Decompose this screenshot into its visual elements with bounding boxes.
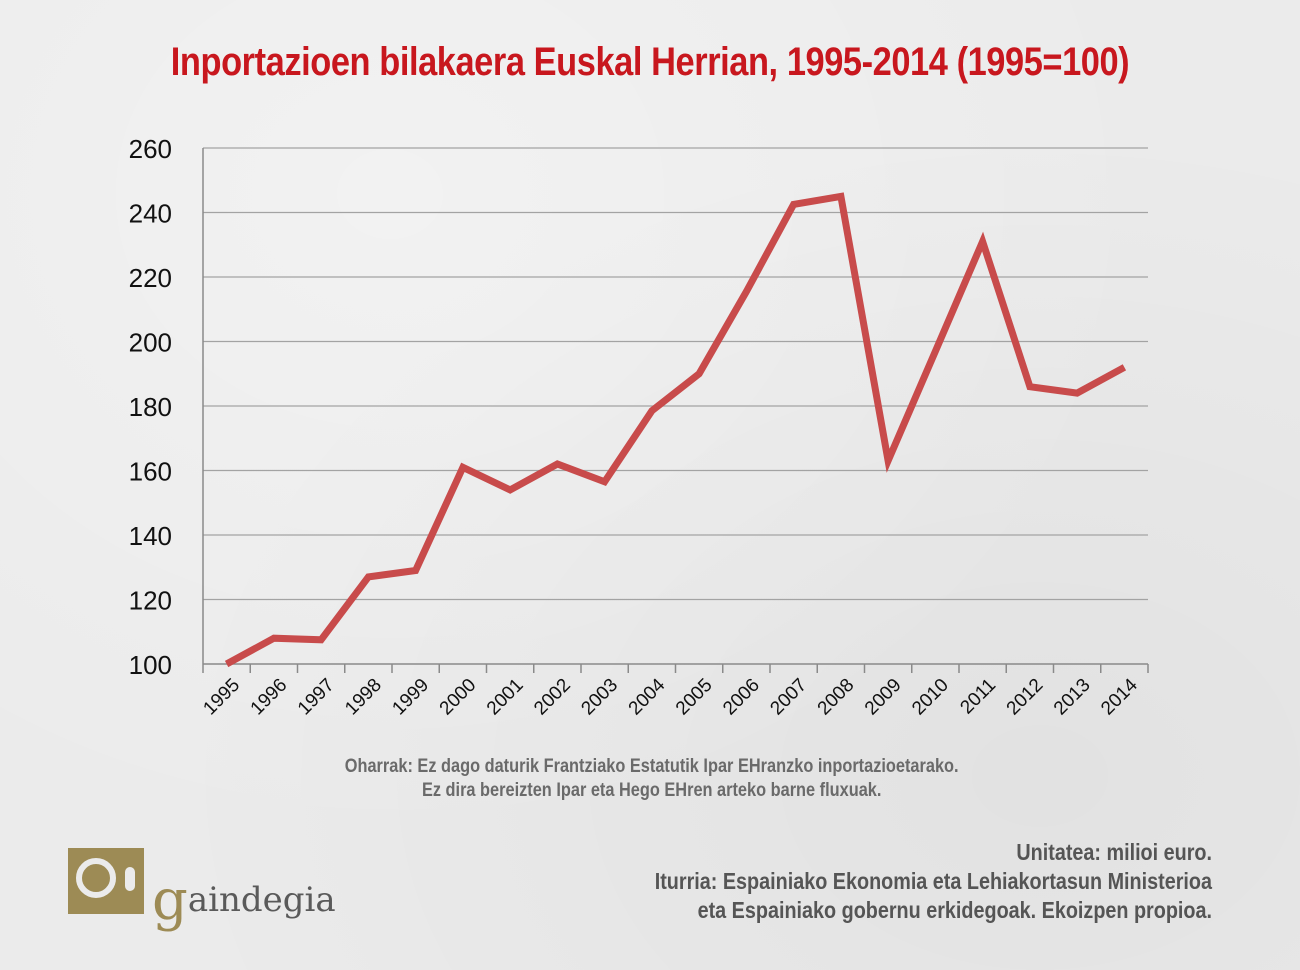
series-layer — [224, 192, 1127, 668]
x-tick-label: 2008 — [814, 675, 859, 720]
x-tick-label: 2011 — [956, 675, 1000, 719]
logo-rest: aindegia — [187, 880, 336, 920]
logo-ring-icon — [76, 858, 116, 898]
logo-box — [68, 848, 144, 914]
footer-source: Unitatea: milioi euro. Iturria: Espainia… — [655, 838, 1212, 925]
logo-initial: g — [152, 868, 188, 933]
x-tick-label: 1999 — [388, 675, 433, 720]
x-tick-label: 2005 — [672, 675, 717, 720]
gaindegia-logo: gaindegia — [68, 848, 336, 933]
x-tick-label: 1995 — [199, 675, 244, 720]
x-tick-label: 2014 — [1097, 674, 1142, 719]
x-tick-label: 1996 — [247, 675, 292, 720]
y-tick-label: 140 — [129, 521, 172, 551]
note-line-1: Oharrak: Ez dago daturik Frantziako Esta… — [344, 756, 959, 777]
gridlines — [203, 147, 1148, 601]
note-line-2: Ez dira bereizten Ipar eta Hego EHren ar… — [421, 780, 882, 801]
y-tick-label: 100 — [129, 650, 172, 680]
notes: Oharrak: Ez dago daturik Frantziako Esta… — [93, 755, 1211, 803]
x-tick-label: 2002 — [530, 675, 575, 720]
source-line-1: Iturria: Espainiako Ekonomia eta Lehiako… — [654, 868, 1212, 894]
logo-wordmark: gaindegia — [152, 860, 336, 933]
x-tick-label: 2013 — [1050, 675, 1095, 720]
y-tick-label: 180 — [129, 392, 172, 422]
x-tick-label: 2009 — [861, 675, 906, 720]
logo-dot-icon — [125, 867, 135, 891]
source-line-2: eta Espainiako gobernu erkidegoak. Ekoiz… — [697, 897, 1212, 923]
y-tick-labels: 100 120 140 160 180 200 220 240 260 — [129, 134, 172, 680]
x-tick-label: 2010 — [908, 675, 953, 720]
x-tick-label: 2006 — [719, 675, 764, 720]
x-tick-labels: 1995 1996 1997 1998 1999 2000 2001 2002 2003 2004… — [199, 674, 1142, 719]
unit-text: Unitatea: milioi euro. — [1016, 839, 1212, 865]
y-tick-label: 260 — [129, 134, 172, 164]
x-tick-label: 2001 — [483, 675, 528, 720]
x-tick-label: 1997 — [294, 675, 339, 720]
y-tick-label: 160 — [129, 457, 172, 487]
x-tick-label: 2003 — [577, 675, 622, 720]
y-tick-label: 240 — [129, 199, 172, 229]
x-tick-label: 2004 — [625, 674, 670, 719]
y-tick-label: 220 — [129, 263, 172, 293]
x-tick-label: 2012 — [1003, 675, 1048, 720]
y-tick-label: 120 — [129, 586, 172, 616]
x-tick-label: 2007 — [766, 675, 811, 720]
x-tick-label: 2000 — [436, 675, 481, 720]
chart-title: Inportazioen bilakaera Euskal Herrian, 1… — [170, 40, 1130, 84]
series-line — [224, 192, 1127, 668]
axes — [202, 148, 1149, 673]
y-tick-label: 200 — [129, 328, 172, 358]
x-tick-label: 1998 — [341, 675, 386, 720]
